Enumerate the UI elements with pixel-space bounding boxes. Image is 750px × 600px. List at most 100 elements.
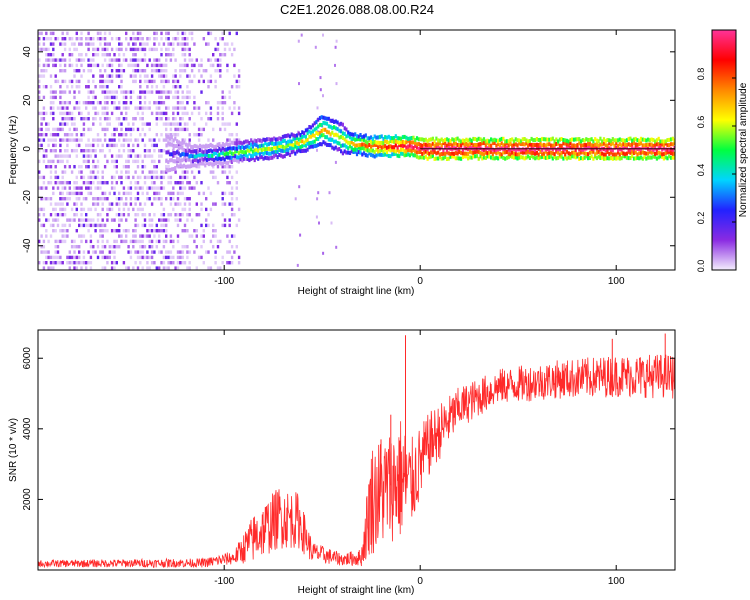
noise-cell xyxy=(110,69,114,73)
noise-cell xyxy=(75,213,78,217)
noise-cell xyxy=(202,37,205,41)
noise-cell xyxy=(136,47,140,52)
noise-cell xyxy=(63,111,67,116)
noise-cell xyxy=(155,106,158,110)
noise-cell xyxy=(186,245,189,249)
noise-cell xyxy=(174,95,177,100)
noise-cell xyxy=(101,127,104,132)
noise-cell xyxy=(106,53,109,57)
noise-cell xyxy=(160,117,163,121)
ridge-cell xyxy=(340,134,343,139)
noise-cell xyxy=(85,53,88,57)
ridge-cell xyxy=(588,145,591,150)
ridge-cell xyxy=(482,148,486,152)
noise-cell xyxy=(59,122,62,126)
noise-cell xyxy=(165,239,168,244)
ridge-cell xyxy=(567,151,570,156)
ridge-cell xyxy=(546,147,549,152)
noise-cell xyxy=(59,101,62,105)
ridge-cell xyxy=(343,143,346,148)
noise-cell xyxy=(89,143,93,148)
noise-cell xyxy=(66,143,69,148)
ridge-cell xyxy=(264,155,267,160)
noise-cell xyxy=(167,133,170,137)
ridge-cell xyxy=(468,142,471,147)
ridge-cell xyxy=(419,137,422,142)
ridge-cell xyxy=(650,155,653,160)
noise-cell xyxy=(172,197,175,201)
noise-cell xyxy=(129,186,133,190)
noise-cell xyxy=(40,245,43,249)
ridge-cell xyxy=(387,154,390,158)
noise-cell xyxy=(61,58,64,62)
noise-cell xyxy=(94,149,97,153)
noise-cell xyxy=(158,218,161,222)
ridge-cell xyxy=(343,131,346,136)
noise-cell xyxy=(101,245,104,249)
ridge-cell xyxy=(588,150,591,155)
ridge-cell xyxy=(632,147,636,152)
noise-cell xyxy=(59,197,62,201)
ridge-cell xyxy=(174,144,177,149)
noise-cell xyxy=(230,85,234,89)
noise-cell xyxy=(214,47,217,52)
noise-cell xyxy=(146,175,149,180)
ridge-cell xyxy=(565,138,568,143)
noise-cell xyxy=(75,31,78,36)
ridge-cell xyxy=(428,142,431,147)
noise-cell xyxy=(96,197,100,201)
noise-cell xyxy=(127,143,130,148)
noise-cell xyxy=(139,31,142,36)
noise-cell xyxy=(87,186,90,190)
ridge-cell xyxy=(334,145,337,150)
noise-cell xyxy=(150,229,154,233)
noise-cell xyxy=(49,111,53,116)
ridge-cell xyxy=(645,143,648,147)
noise-cell xyxy=(78,197,81,201)
ridge-cell xyxy=(177,140,180,145)
noise-cell xyxy=(223,127,227,132)
noise-cell xyxy=(172,122,175,126)
noise-cell xyxy=(186,95,189,100)
noise-cell xyxy=(226,138,229,142)
noise-cell xyxy=(160,229,163,233)
ridge-cell xyxy=(336,140,339,145)
ridge-cell xyxy=(287,148,290,153)
noise-cell xyxy=(96,47,100,52)
ridge-cell xyxy=(244,157,247,161)
noise-cell xyxy=(110,47,114,52)
noise-cell xyxy=(195,229,198,233)
noise-cell xyxy=(38,31,41,36)
noise-cell xyxy=(141,234,144,238)
ridge-cell xyxy=(585,151,588,156)
ridge-cell xyxy=(172,167,175,171)
noise-cell xyxy=(230,191,234,196)
ridge-cell xyxy=(382,149,385,154)
noise-cell xyxy=(70,170,74,174)
noise-cell xyxy=(85,186,88,190)
ridge-cell xyxy=(497,150,500,155)
noise-cell xyxy=(132,239,135,244)
noise-cell xyxy=(110,79,114,84)
ridge-cell xyxy=(671,148,674,153)
ridge-cell xyxy=(574,151,577,156)
noise-cell xyxy=(78,37,81,41)
noise-cell xyxy=(47,181,50,185)
noise-cell xyxy=(61,111,64,116)
noise-cell xyxy=(129,90,133,94)
ridge-cell xyxy=(243,152,246,157)
noise-cell xyxy=(219,37,222,41)
noise-cell xyxy=(113,106,116,110)
noise-cell xyxy=(49,175,53,180)
noise-cell xyxy=(66,31,69,36)
noise-cell xyxy=(113,127,116,132)
noise-cell xyxy=(186,101,189,105)
ridge-cell xyxy=(415,142,419,147)
ridge-cell xyxy=(424,137,427,142)
ridge-cell xyxy=(673,138,675,143)
noise-cell xyxy=(106,117,109,121)
ridge-cell xyxy=(377,152,380,157)
ridge-cell xyxy=(587,152,590,157)
noise-cell xyxy=(186,122,189,126)
noise-cell xyxy=(92,197,95,201)
